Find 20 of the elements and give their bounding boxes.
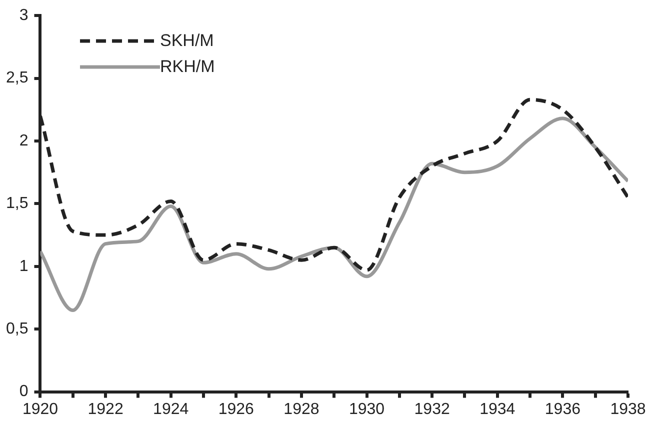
x-tick-label: 1928: [284, 400, 320, 418]
x-tick-label: 1936: [544, 400, 581, 418]
y-tick-label: 3: [19, 7, 28, 24]
x-tick-label: 1922: [88, 400, 124, 418]
x-tick-label: 1926: [218, 400, 254, 418]
y-tick-label: 1,5: [6, 195, 28, 212]
x-tick-label: 1932: [414, 400, 450, 418]
y-tick-label: 0,5: [6, 320, 28, 338]
legend-label: RKH/M: [160, 57, 215, 77]
x-tick-label: 1930: [348, 400, 385, 418]
x-tick-label: 1934: [480, 400, 516, 418]
y-tick-label: 2,5: [6, 70, 28, 87]
x-tick-label: 1938: [610, 400, 646, 418]
y-tick-label: 1: [19, 258, 28, 275]
x-tick-label: 1924: [153, 400, 189, 418]
legend-label: SKH/M: [160, 31, 214, 51]
y-tick-label: 2: [19, 132, 28, 150]
x-tick-label: 1920: [22, 400, 58, 418]
line-series: [40, 116, 628, 312]
y-tick-label: 0: [19, 383, 28, 400]
